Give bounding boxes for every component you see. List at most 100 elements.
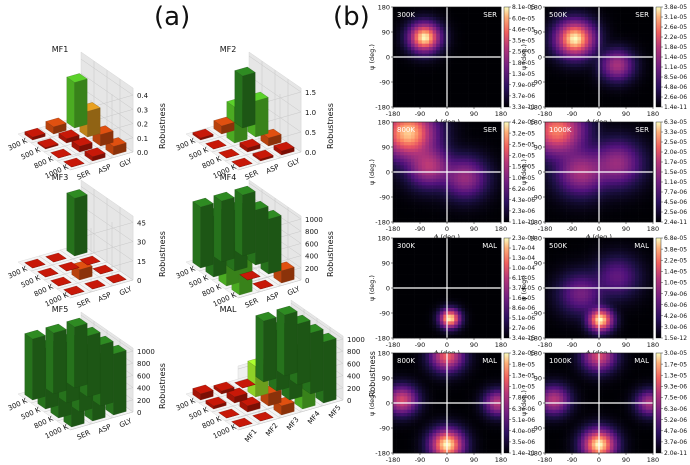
heat-cell: [421, 40, 426, 44]
heat-cell: [577, 93, 582, 98]
heat-cell: [627, 135, 632, 139]
heat-cell: [396, 37, 401, 41]
heat-cell: [396, 30, 401, 34]
heat-cell: [429, 27, 433, 31]
heat-cell: [421, 33, 426, 38]
heat-cell: [407, 122, 412, 126]
heat-cell: [465, 274, 469, 279]
heat-cell: [497, 128, 502, 133]
heat-cell: [570, 195, 575, 199]
heat-cell: [624, 135, 629, 139]
heat-cell: [620, 165, 625, 169]
heat-cell: [649, 60, 654, 64]
heat-cell: [450, 261, 455, 265]
heat-cell: [468, 195, 473, 199]
heat-cell: [475, 198, 480, 203]
heat-cell: [393, 13, 397, 18]
heat-cell: [421, 182, 426, 186]
heat-cell: [421, 53, 426, 58]
heat-cell: [490, 17, 495, 21]
heat-cell: [490, 128, 495, 133]
heat-cell: [400, 185, 405, 189]
heat-cell: [436, 13, 441, 18]
heat-cell: [490, 205, 495, 209]
heat-cell: [613, 20, 618, 24]
heat-cell: [645, 208, 650, 213]
colorbar-tick-label: 8.1e-05: [512, 4, 535, 11]
heat-cell: [493, 100, 498, 104]
heat-cell: [396, 50, 401, 54]
heat-cell: [493, 162, 498, 166]
heat-cell: [400, 192, 405, 196]
heat-cell: [479, 103, 484, 108]
heat-cell: [475, 175, 480, 179]
heat-cell: [461, 254, 466, 259]
heat-cell: [638, 155, 643, 159]
heat-cell: [602, 103, 607, 108]
heat-cell: [396, 258, 401, 262]
heat-cell: [552, 83, 557, 88]
heat-cell: [559, 53, 564, 58]
heat-cell: [468, 291, 473, 295]
heat-cell: [563, 53, 567, 58]
heat-cell: [472, 145, 477, 149]
heat-cell: [447, 90, 451, 94]
heat-cell: [443, 142, 448, 146]
heat-cell: [577, 30, 582, 34]
heat-cell: [591, 90, 596, 94]
heat-cell: [581, 87, 585, 91]
heat-cell: [479, 205, 484, 209]
heat-cell: [642, 175, 647, 179]
heat-cell: [624, 57, 629, 61]
heat-cell: [407, 17, 412, 21]
heat-cell: [403, 251, 408, 255]
heat-cell: [490, 37, 495, 41]
heat-cell: [624, 202, 629, 206]
heat-cell: [403, 308, 408, 312]
heat-cell: [418, 10, 423, 14]
heat-cell: [584, 37, 589, 41]
heat-cell: [552, 175, 557, 179]
heat-cell: [584, 158, 589, 163]
heat-cell: [581, 208, 585, 213]
heat-cell: [418, 50, 423, 54]
heat-cell: [468, 53, 473, 58]
heat-cell: [552, 188, 557, 193]
colorbar-tick-label: 1.5e-05: [664, 169, 687, 176]
heat-cell: [414, 198, 419, 203]
heat-cell: [425, 241, 430, 245]
bar-face: [45, 117, 67, 128]
temp-tick-label: 800 K: [33, 155, 55, 171]
heat-cell: [606, 83, 611, 88]
heat-cell: [642, 87, 647, 91]
heat-cell: [418, 125, 423, 129]
heat-cell: [559, 57, 564, 61]
heat-cell: [577, 185, 582, 189]
heat-cell: [584, 63, 589, 68]
heat-cell: [620, 37, 625, 41]
heat-cell: [595, 103, 600, 108]
heat-cell: [490, 251, 495, 255]
heat-cell: [570, 13, 575, 18]
heat-cell: [552, 155, 557, 159]
heat-cell: [465, 17, 469, 21]
heat-cell: [624, 122, 629, 126]
heat-cell: [457, 90, 462, 94]
heat-cell: [490, 182, 495, 186]
heat-cell: [559, 212, 564, 216]
heat-cell: [432, 248, 437, 252]
heat-cell: [407, 128, 412, 133]
heat-cell: [486, 281, 491, 285]
heat-cell: [414, 182, 419, 186]
heat-cell: [617, 33, 621, 38]
heat-cell: [563, 145, 567, 149]
heat-cell: [483, 268, 487, 272]
heat-cell: [461, 83, 466, 88]
heat-cell: [563, 202, 567, 206]
heat-cell: [566, 208, 571, 213]
heat-cell: [403, 37, 408, 41]
heat-cell: [486, 83, 491, 88]
heat-cell: [461, 215, 466, 219]
